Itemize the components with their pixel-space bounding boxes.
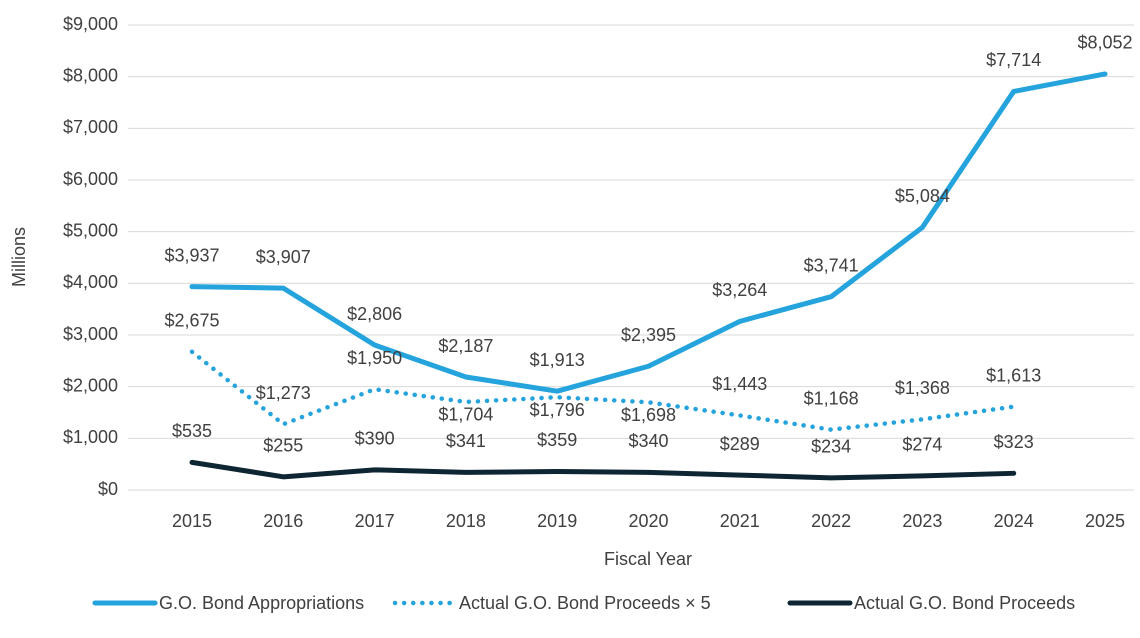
data-label: $234	[811, 437, 851, 457]
data-label: $1,443	[712, 374, 767, 394]
x-tick-label: 2021	[720, 511, 760, 531]
data-label: $1,168	[804, 388, 859, 408]
x-tick-label: 2022	[811, 511, 851, 531]
x-tick-label: 2018	[446, 511, 486, 531]
data-line	[189, 459, 1017, 481]
legend-label: Actual G.O. Bond Proceeds × 5	[459, 593, 711, 613]
data-label: $1,704	[438, 405, 493, 425]
data-label: $323	[994, 432, 1034, 452]
data-label: $1,273	[256, 383, 311, 403]
x-tick-label: 2023	[902, 511, 942, 531]
y-tick-label: $8,000	[63, 65, 118, 85]
data-label: $2,395	[621, 325, 676, 345]
data-label: $359	[537, 430, 577, 450]
legend-label: G.O. Bond Appropriations	[159, 593, 364, 613]
x-tick-label: 2017	[355, 511, 395, 531]
data-label: $535	[172, 421, 212, 441]
y-tick-label: $3,000	[63, 324, 118, 344]
x-tick-label: 2016	[263, 511, 303, 531]
data-label: $1,613	[986, 365, 1041, 385]
y-tick-label: $4,000	[63, 272, 118, 292]
x-tick-label: 2024	[994, 511, 1034, 531]
y-tick-label: $6,000	[63, 169, 118, 189]
x-axis-label: Fiscal Year	[604, 549, 692, 569]
data-label: $3,741	[804, 255, 859, 275]
data-label: $1,368	[895, 378, 950, 398]
y-tick-label: $7,000	[63, 117, 118, 137]
data-label: $274	[902, 435, 942, 455]
data-label: $289	[720, 434, 760, 454]
data-label: $390	[355, 429, 395, 449]
data-label: $2,806	[347, 304, 402, 324]
data-label: $2,675	[164, 311, 219, 331]
data-label: $1,950	[347, 348, 402, 368]
data-label: $1,698	[621, 405, 676, 425]
data-label: $255	[263, 436, 303, 456]
y-tick-label: $9,000	[63, 14, 118, 34]
data-line	[189, 71, 1108, 394]
data-label: $2,187	[438, 336, 493, 356]
data-label: $1,796	[530, 400, 585, 420]
y-axis-label: Millions	[9, 227, 29, 287]
y-tick-label: $2,000	[63, 375, 118, 395]
x-tick-label: 2015	[172, 511, 212, 531]
data-label: $7,714	[986, 50, 1041, 70]
y-tick-label: $5,000	[63, 220, 118, 240]
data-label: $8,052	[1077, 33, 1132, 53]
y-tick-label: $0	[98, 479, 118, 499]
x-tick-label: 2020	[628, 511, 668, 531]
x-tick-label: 2019	[537, 511, 577, 531]
data-label: $3,264	[712, 280, 767, 300]
data-line	[189, 349, 1016, 432]
data-label: $3,937	[164, 245, 219, 265]
x-tick-label: 2025	[1085, 511, 1125, 531]
y-tick-label: $1,000	[63, 427, 118, 447]
data-label: $341	[446, 431, 486, 451]
data-label: $3,907	[256, 247, 311, 267]
data-label: $340	[628, 431, 668, 451]
legend-label: Actual G.O. Bond Proceeds	[854, 593, 1075, 613]
data-label: $1,913	[530, 350, 585, 370]
data-label: $5,084	[895, 186, 950, 206]
